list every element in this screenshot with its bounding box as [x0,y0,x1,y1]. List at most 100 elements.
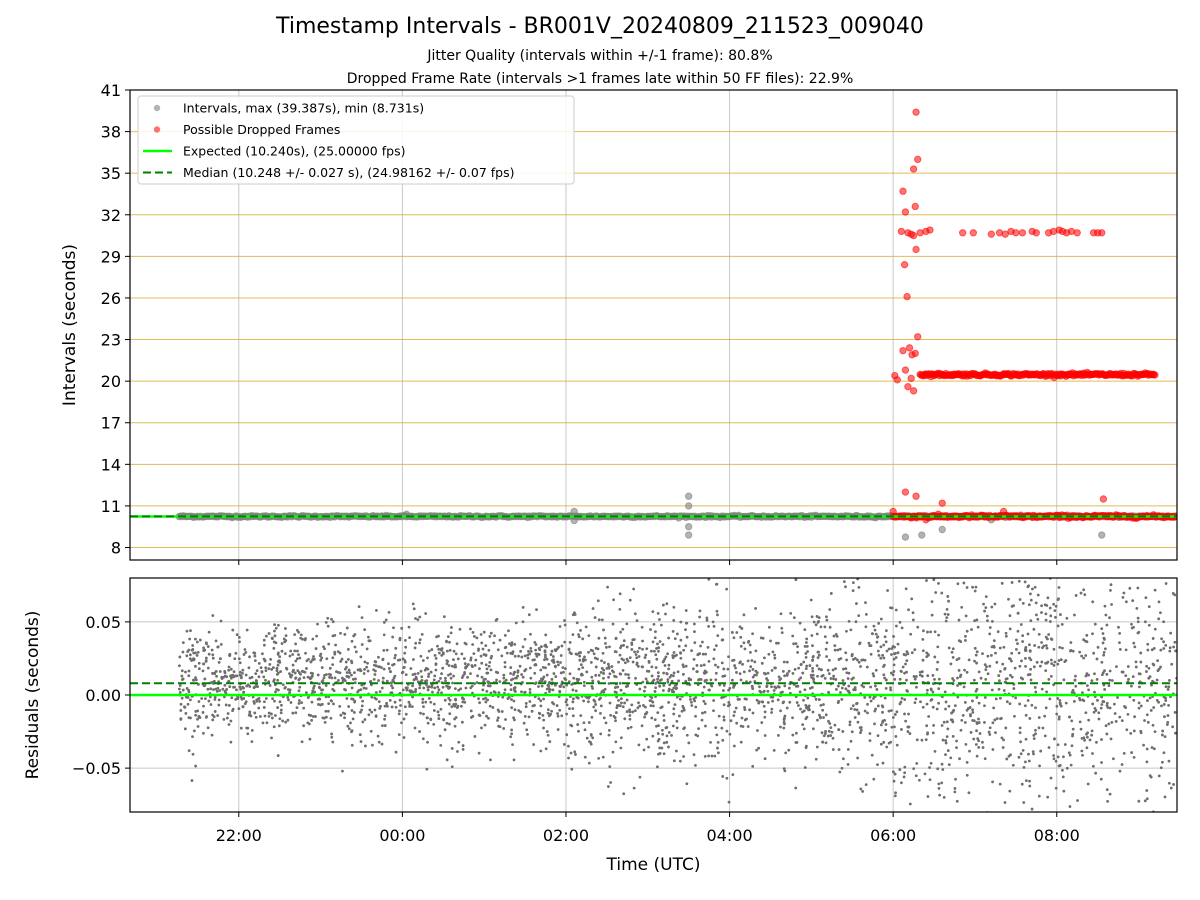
residual-point [1109,737,1113,741]
residual-point [596,599,600,603]
residual-point [1118,648,1122,651]
residual-point [284,685,287,689]
residual-point [998,679,1001,683]
residual-point [645,737,649,741]
residual-point [409,667,413,670]
residual-point [429,717,433,721]
residual-point [716,746,719,750]
residual-point [253,654,257,658]
residual-point [1162,647,1166,650]
residual-point [1130,814,1133,817]
residual-point [1160,637,1163,641]
residual-point [685,782,689,786]
residual-point [887,709,891,713]
residual-point [1033,644,1037,647]
residual-point [350,697,354,701]
residual-point [543,653,547,657]
residual-point [857,712,861,716]
residual-point [692,622,696,626]
residual-point [183,706,187,709]
residual-point [909,632,913,636]
residual-point [700,718,704,722]
residual-point [1124,648,1128,652]
residual-point [1145,713,1149,717]
residual-point [674,687,678,691]
residual-point [1060,623,1064,626]
residual-point [685,635,689,639]
residual-point [503,646,507,650]
residual-point [990,605,994,609]
residual-point [667,687,671,691]
residual-point [534,648,538,652]
residual-point [236,695,239,699]
residual-point [1004,634,1008,638]
residual-point [965,760,969,764]
residual-point [593,656,597,660]
residual-point [541,713,545,717]
residual-point [1029,885,1032,888]
residual-point [339,713,343,717]
residual-point [721,627,724,631]
residual-point [971,699,974,703]
residual-point [576,723,580,726]
residual-point [331,740,335,744]
residual-point [640,724,644,728]
residual-point [858,641,862,645]
residual-point [983,704,986,708]
residual-point [661,732,665,736]
residual-point [1071,734,1074,738]
residual-point [403,660,407,664]
residual-point [543,650,547,654]
residual-point [1132,729,1136,733]
residual-point [493,634,496,638]
residual-point [459,687,463,691]
residual-point [482,697,485,701]
residual-point [931,731,935,735]
residual-point [804,652,808,655]
residual-point [523,654,527,658]
residual-point [293,649,297,653]
residual-point [881,710,884,714]
residual-point [937,582,940,585]
residual-point [929,688,933,692]
residual-point [1118,715,1122,719]
residual-point [946,749,950,752]
residual-point [1166,720,1170,724]
residual-point [960,574,963,577]
residual-point [507,629,510,633]
residual-point [430,685,434,689]
residual-point [820,674,824,678]
residual-point [754,649,758,653]
residual-point [198,638,202,642]
residual-point [350,639,354,643]
residual-point [1173,711,1177,714]
dropped-frame-point [907,374,915,383]
residual-point [1113,712,1117,715]
residual-point [728,732,732,736]
residual-point [903,712,906,716]
residual-point [180,674,184,678]
residual-point [397,733,401,737]
residual-point [636,650,640,653]
residual-point [667,731,671,734]
residual-point [986,654,990,658]
residual-point [300,740,304,744]
dropped-frame-point [901,208,910,216]
residual-point [947,763,951,766]
residual-point [921,658,925,662]
residual-point [1020,659,1023,663]
residual-point [993,718,997,722]
residual-point [990,653,993,657]
residual-point [303,638,307,642]
residual-point [587,721,591,724]
residual-point [472,635,476,638]
residual-point [480,726,483,730]
residual-point [695,664,699,667]
residual-point [305,667,308,670]
residual-point [926,630,929,634]
residual-point [216,645,220,649]
residual-point [530,709,534,713]
residual-point [963,529,966,532]
residual-point [866,711,869,715]
residual-point [769,639,772,643]
